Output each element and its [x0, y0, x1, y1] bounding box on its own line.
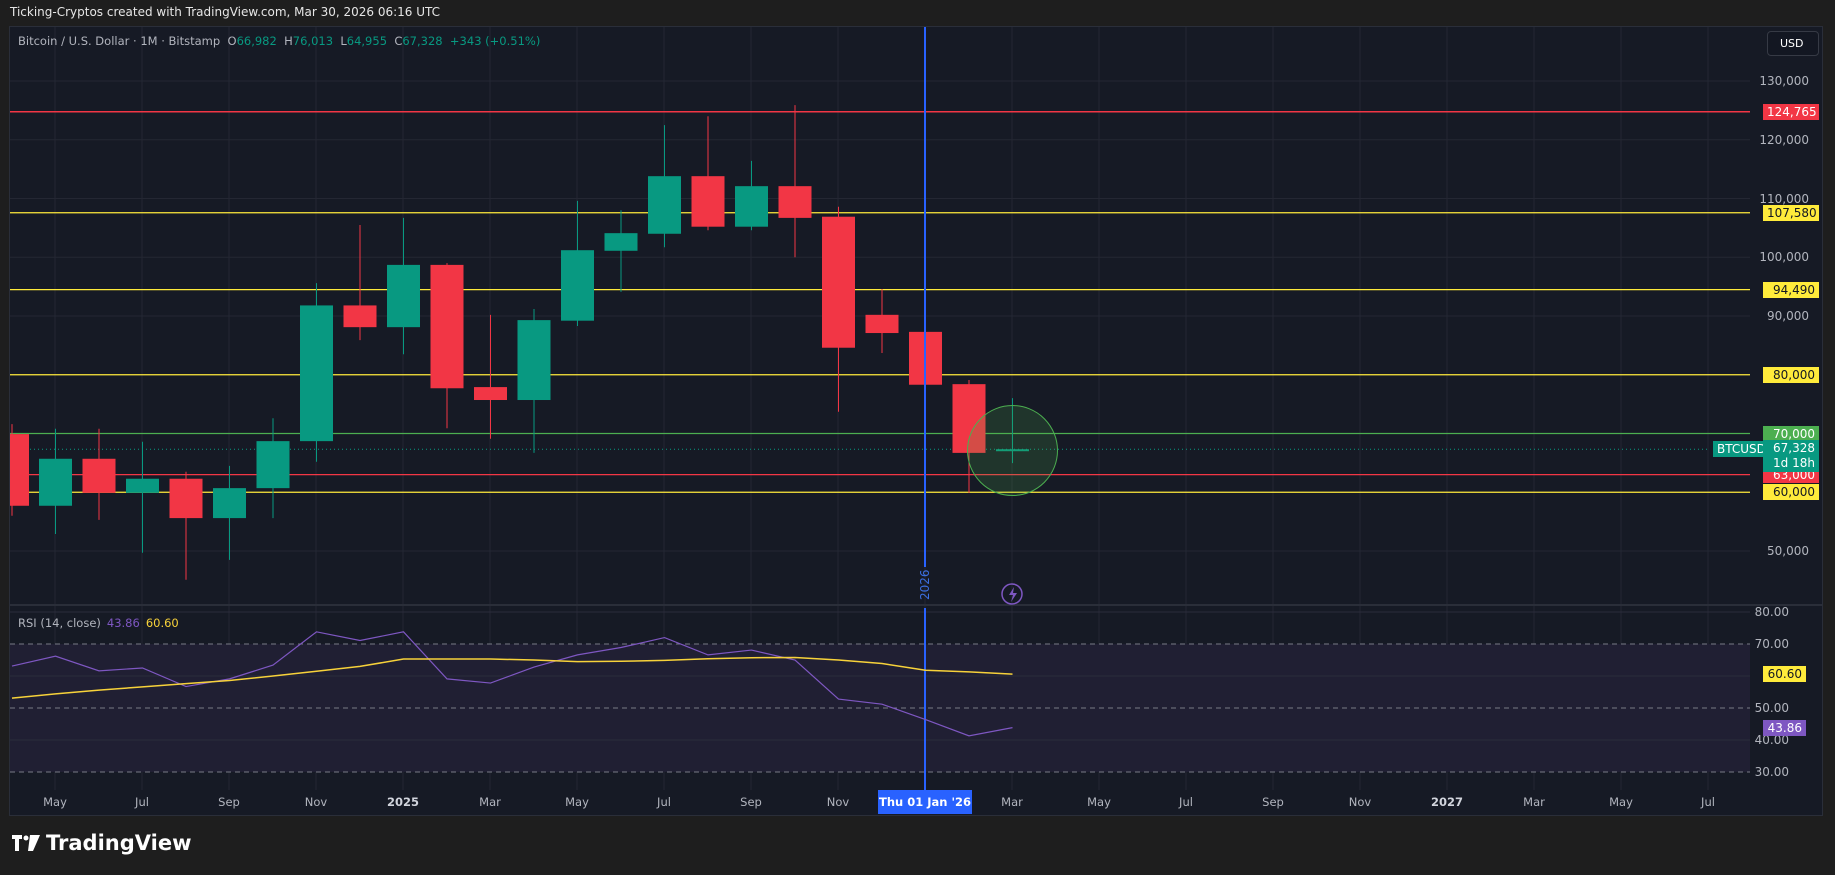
tradingview-logo[interactable]: TradingView — [12, 831, 191, 855]
price-tick: 110,000 — [1759, 191, 1809, 206]
candle-body — [561, 250, 594, 321]
rsi-tick: 80.00 — [1754, 605, 1789, 619]
rsi-title[interactable]: RSI (14, close) — [18, 616, 101, 630]
time-tick: May — [43, 795, 67, 809]
bar-countdown: 1d 18h — [1773, 456, 1815, 471]
last-price: 67,328 — [1773, 441, 1815, 456]
candle-body — [691, 176, 725, 227]
tradingview-logo-icon — [12, 835, 40, 851]
time-tick: Mar — [1001, 795, 1023, 809]
price-tick: 50,000 — [1767, 544, 1809, 558]
candle-body — [169, 478, 203, 519]
crosshair-date-label: Thu 01 Jan '26 — [878, 790, 972, 814]
price-level-tag: 60,000 — [1763, 484, 1819, 501]
low-value: 64,955 — [346, 34, 388, 48]
candle-body — [604, 233, 638, 251]
time-tick: Jul — [135, 795, 149, 809]
rsi-tick: 40.00 — [1754, 733, 1789, 747]
price-level-tag: 70,000 — [1763, 425, 1819, 442]
candle-body — [865, 314, 899, 334]
rsi-value-tag: 43.86 — [1763, 719, 1806, 736]
price-level-tag: 107,580 — [1763, 204, 1819, 221]
rsi-value: 43.86 — [106, 616, 140, 630]
year-marker-label: 2026 — [918, 569, 932, 600]
chart-credit: Ticking-Cryptos created with TradingView… — [10, 5, 441, 19]
symbol-legend: Bitcoin / U.S. Dollar · 1M · Bitstamp O6… — [18, 34, 541, 48]
candle-body — [213, 488, 246, 519]
candle-body — [778, 186, 812, 218]
price-level-tag: 94,490 — [1763, 281, 1819, 298]
time-tick: May — [1087, 795, 1111, 809]
open-value: 66,982 — [236, 34, 277, 48]
rsi-legend: RSI (14, close) 43.86 60.60 — [18, 616, 179, 630]
time-tick: Nov — [1348, 795, 1372, 809]
highlight-circle — [967, 405, 1058, 497]
price-tick: 100,000 — [1759, 250, 1809, 265]
last-price-tag: 67,328 1d 18h — [1763, 440, 1819, 473]
candle-body — [474, 387, 507, 401]
currency-button[interactable]: USD — [1767, 31, 1819, 56]
candle-body — [735, 186, 768, 227]
time-tick: Jul — [657, 795, 671, 809]
time-tick: 2027 — [1430, 795, 1464, 809]
rsi-tick: 70.00 — [1754, 637, 1789, 651]
rsi-ma-line — [11, 656, 1013, 699]
time-tick: Mar — [479, 795, 501, 809]
candle-body — [517, 320, 551, 401]
time-tick: Nov — [304, 795, 328, 809]
candle-body — [387, 264, 420, 328]
price-tick: 130,000 — [1759, 74, 1809, 88]
candle-body — [82, 458, 116, 493]
time-tick: Sep — [1262, 795, 1284, 809]
price-level-tag: 124,765 — [1763, 103, 1819, 120]
candle-body — [952, 384, 986, 453]
time-tick: Nov — [826, 795, 850, 809]
symbol-title[interactable]: Bitcoin / U.S. Dollar · 1M · Bitstamp — [18, 34, 221, 48]
time-tick: Mar — [1523, 795, 1545, 809]
price-level-tag: 80,000 — [1763, 366, 1819, 383]
candle-body — [10, 434, 29, 506]
time-tick: Jul — [1701, 795, 1715, 809]
candle-body — [822, 216, 855, 348]
price-tick: 90,000 — [1767, 309, 1809, 323]
candle-body — [430, 264, 464, 389]
time-tick: Jul — [1179, 795, 1193, 809]
candle-body — [343, 305, 377, 328]
time-tick: May — [565, 795, 589, 809]
candle-body — [39, 458, 72, 506]
rsi-tick: 50.00 — [1754, 701, 1789, 715]
time-tick: 2025 — [386, 795, 420, 809]
candle-body — [648, 176, 681, 234]
rsi-ma-value: 60.60 — [145, 616, 179, 630]
symbol-tag: BTCUSD — [1713, 441, 1770, 458]
rsi-ma-tag: 60.60 — [1763, 666, 1806, 683]
close-value: 67,328 — [402, 34, 443, 48]
time-tick: May — [1609, 795, 1633, 809]
price-tick: 120,000 — [1759, 132, 1809, 147]
candle-body — [126, 478, 159, 493]
candle-body — [256, 441, 290, 489]
lightning-icon — [1009, 587, 1017, 602]
rsi-tick: 30.00 — [1754, 765, 1789, 779]
time-tick: Sep — [740, 795, 762, 809]
time-tick: Sep — [218, 795, 240, 809]
change-value: +343 (+0.51%) — [449, 34, 541, 48]
candle-body — [300, 305, 333, 442]
candle-body — [996, 449, 1029, 452]
flash-alert-icon — [1001, 583, 1023, 605]
high-value: 76,013 — [292, 34, 334, 48]
